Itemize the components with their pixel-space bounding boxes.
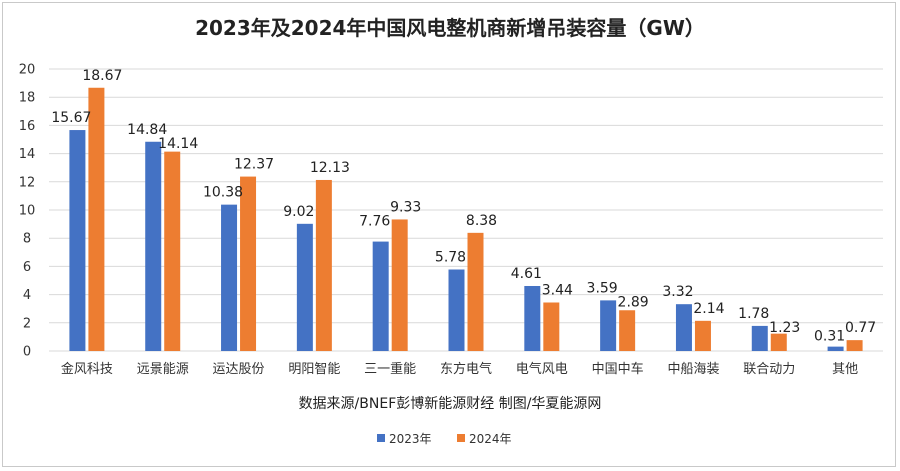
x-category-label: 电气风电 — [516, 361, 568, 377]
x-axis-categories: 金风科技 远景能源 运达股份 明阳智能 三一重能 东方电气 电气风电 中国中车 中船海装 联合动力… — [61, 361, 858, 377]
data-label-2023: 1.78 — [738, 306, 769, 322]
legend-swatch — [457, 434, 465, 442]
bar-2024 — [164, 151, 181, 351]
bar-2024 — [88, 87, 105, 352]
x-category-label: 联合动力 — [743, 362, 795, 377]
bar-2023 — [448, 269, 465, 351]
x-category-label: 中国中车 — [592, 361, 644, 377]
x-category-label: 金风科技 — [61, 361, 113, 377]
bar-2024 — [770, 333, 787, 351]
data-label-2024: 18.67 — [82, 68, 122, 84]
data-label-2023: 3.32 — [662, 284, 693, 300]
bar-2024 — [240, 176, 257, 351]
gridlines — [49, 68, 883, 352]
data-label-2023: 3.59 — [587, 280, 618, 296]
bar-2023 — [372, 241, 389, 351]
data-label-2023: 4.61 — [511, 266, 542, 282]
legend-label: 2024年 — [469, 432, 512, 446]
bar-2023 — [827, 346, 844, 351]
data-label-2024: 0.77 — [845, 320, 876, 336]
y-tick-label: 12 — [19, 175, 36, 190]
x-category-label: 三一重能 — [364, 361, 416, 377]
data-label-2024: 12.37 — [234, 157, 274, 173]
y-tick-label: 0 — [23, 345, 31, 360]
bar-2023 — [675, 304, 692, 351]
bar-2024 — [467, 232, 484, 351]
bar-2024 — [543, 302, 560, 351]
data-label-2024: 2.14 — [693, 301, 724, 317]
y-tick-label: 8 — [23, 232, 31, 247]
y-tick-label: 2 — [23, 316, 31, 331]
data-label-2024: 2.89 — [618, 294, 649, 310]
bar-2023 — [524, 285, 541, 351]
y-axis-ticks: 0 2 4 6 8 10 12 14 16 18 20 — [19, 63, 36, 360]
bars — [69, 87, 863, 352]
legend: 2023年 2024年 — [377, 432, 512, 446]
source-note: 数据来源/BNEF彭博新能源财经 制图/华夏能源网 — [299, 395, 602, 412]
data-label-2023: 14.84 — [127, 122, 167, 138]
data-label-2024: 9.33 — [390, 199, 421, 215]
bar-2024 — [619, 310, 636, 351]
bar-2024 — [846, 340, 863, 351]
y-tick-label: 16 — [19, 119, 36, 134]
bar-2023 — [296, 223, 313, 351]
data-label-2024: 14.14 — [158, 136, 198, 152]
data-label-2024: 12.13 — [310, 160, 350, 176]
bar-2024 — [391, 219, 408, 351]
x-category-label: 远景能源 — [137, 362, 189, 377]
bar-2024 — [315, 179, 332, 351]
data-label-2023: 9.02 — [283, 204, 314, 220]
y-tick-label: 18 — [19, 91, 36, 106]
x-category-label: 运达股份 — [213, 362, 265, 377]
legend-swatch — [377, 434, 385, 442]
chart-title: 2023年及2024年中国风电整机商新增吊装容量（GW） — [195, 16, 705, 40]
x-category-label: 其他 — [832, 362, 858, 377]
bar-2023 — [600, 300, 617, 351]
bar-2023 — [221, 204, 238, 351]
y-tick-label: 6 — [23, 260, 31, 275]
bar-2023 — [751, 325, 768, 351]
y-tick-label: 4 — [23, 288, 31, 303]
x-category-label: 明阳智能 — [288, 362, 340, 377]
y-tick-label: 20 — [19, 63, 36, 78]
bar-2023 — [69, 130, 86, 351]
bar-2024 — [694, 320, 711, 351]
y-tick-label: 14 — [19, 147, 36, 162]
data-label-2024: 3.44 — [542, 282, 573, 298]
y-tick-label: 10 — [19, 204, 36, 219]
data-label-2023: 0.31 — [814, 329, 845, 345]
data-label-2023: 7.76 — [359, 213, 390, 229]
x-category-label: 中船海装 — [667, 362, 719, 377]
x-category-label: 东方电气 — [440, 361, 492, 377]
data-label-2023: 15.67 — [51, 110, 91, 126]
data-label-2023: 5.78 — [435, 250, 466, 266]
legend-label: 2023年 — [389, 432, 432, 446]
data-label-2024: 1.23 — [769, 320, 800, 336]
data-label-2023: 10.38 — [203, 185, 243, 201]
bar-2023 — [145, 141, 162, 351]
data-label-2024: 8.38 — [466, 213, 497, 229]
bar-chart: 2023年及2024年中国风电整机商新增吊装容量（GW） 0 2 4 6 8 10 12 14… — [19, 16, 883, 446]
